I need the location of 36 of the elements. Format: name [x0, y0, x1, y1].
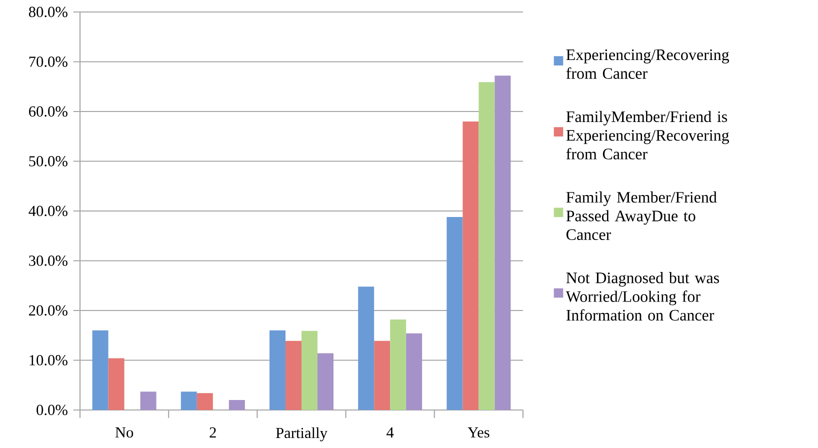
y-tick-label: 40.0% [28, 206, 68, 216]
bar [180, 392, 197, 410]
legend-label: Family Member/Friend Passed AwayDue to Cancer [566, 191, 717, 240]
y-tick-label: 0.0% [36, 404, 68, 416]
bar [228, 400, 245, 410]
x-tick-label: 2 [210, 427, 216, 438]
bar [478, 82, 495, 410]
y-tick-label: 80.0% [28, 6, 68, 18]
y-tick-label: 70.0% [29, 56, 68, 67]
bar [140, 392, 156, 410]
bar [446, 216, 463, 410]
bar [92, 330, 108, 410]
legend-label: Not Diagnosed but was Worried/Looking for Information on Cancer [566, 272, 720, 321]
bar [318, 353, 334, 410]
y-tick-label: 20.0% [29, 305, 68, 316]
bar [462, 121, 479, 410]
y-tick-label: 30.0% [29, 256, 68, 266]
x-tick-label: Yes [468, 427, 490, 438]
x-tick-label: Partially [276, 427, 328, 442]
bar [196, 393, 213, 410]
y-tick-label: 10.0% [30, 355, 68, 366]
y-tick-label: 60.0% [29, 106, 68, 117]
bar [108, 358, 124, 410]
bar [374, 340, 390, 410]
y-tick-label: 50.0% [29, 156, 68, 166]
bar [286, 340, 302, 410]
bar [302, 330, 318, 410]
legend-label: Experiencing/Recovering from Cancer [566, 49, 730, 79]
x-tick-label: 4 [386, 427, 394, 438]
x-tick-label: No [115, 427, 134, 438]
bar [270, 330, 286, 410]
bar [494, 76, 511, 410]
bar [390, 319, 406, 410]
bar [406, 333, 422, 410]
bar [358, 286, 374, 410]
legend-label: FamilyMember/Friend is Experiencing/Recovering from Cancer [566, 110, 730, 160]
